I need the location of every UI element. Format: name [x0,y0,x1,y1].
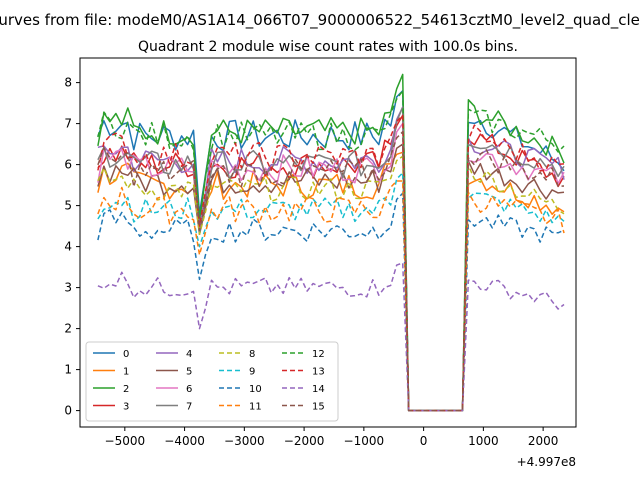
x-tick-label: 2000 [528,434,559,448]
legend-label-5: 5 [186,367,192,378]
y-axis: 0 1 2 3 4 5 6 7 8 [64,76,80,418]
legend-label-0: 0 [123,349,129,360]
legend-label-8: 8 [249,349,255,360]
legend-label-15: 15 [312,402,325,413]
y-tick-label: 5 [64,199,72,213]
legend-label-7: 7 [186,402,192,413]
y-tick-label: 0 [64,404,72,418]
legend-label-13: 13 [312,367,325,378]
legend-label-11: 11 [249,402,262,413]
x-tick-label: −5000 [105,434,146,448]
series-line-11 [97,180,565,412]
suptitle: Lightcurves from file: modeM0/AS1A14_066… [0,11,640,30]
series-line-7 [97,106,565,412]
series-line-3 [97,114,565,412]
legend-label-9: 9 [249,367,255,378]
y-tick-label: 3 [64,281,72,295]
x-tick-label: −1000 [344,434,385,448]
legend-box [85,341,339,422]
legend-label-2: 2 [123,384,129,395]
plot-lines [97,73,565,412]
legend-label-1: 1 [123,367,129,378]
y-tick-label: 4 [64,240,72,254]
series-line-0 [97,90,565,412]
x-tick-label: 1000 [468,434,499,448]
legend-label-3: 3 [123,402,129,413]
series-line-15 [97,131,565,412]
x-axis: −5000 −4000 −3000 −2000 −1000 0 1000 2000 [105,427,559,448]
series-line-14 [97,262,565,412]
x-tick-label: −3000 [224,434,265,448]
x-tick-label: −4000 [164,434,205,448]
y-tick-label: 6 [64,158,72,172]
y-tick-label: 2 [64,322,72,336]
series-line-6 [97,122,565,412]
x-tick-label: 0 [420,434,428,448]
x-offset-label: +4.997e8 [517,455,576,469]
y-tick-label: 8 [64,76,72,90]
series-line-5 [97,143,565,412]
series-line-13 [97,114,565,412]
y-tick-label: 1 [64,363,72,377]
legend-label-14: 14 [312,384,325,395]
chart-title: Quadrant 2 module wise count rates with … [138,39,518,55]
series-line-10 [97,192,565,412]
x-tick-label: −2000 [284,434,325,448]
legend-label-6: 6 [186,384,192,395]
series-line-8 [97,155,565,412]
axes-frame [79,57,577,428]
legend-label-12: 12 [312,349,325,360]
legend-label-4: 4 [186,349,192,360]
legend-label-10: 10 [249,384,262,395]
series-line-9 [97,172,565,412]
y-tick-label: 7 [64,117,72,131]
